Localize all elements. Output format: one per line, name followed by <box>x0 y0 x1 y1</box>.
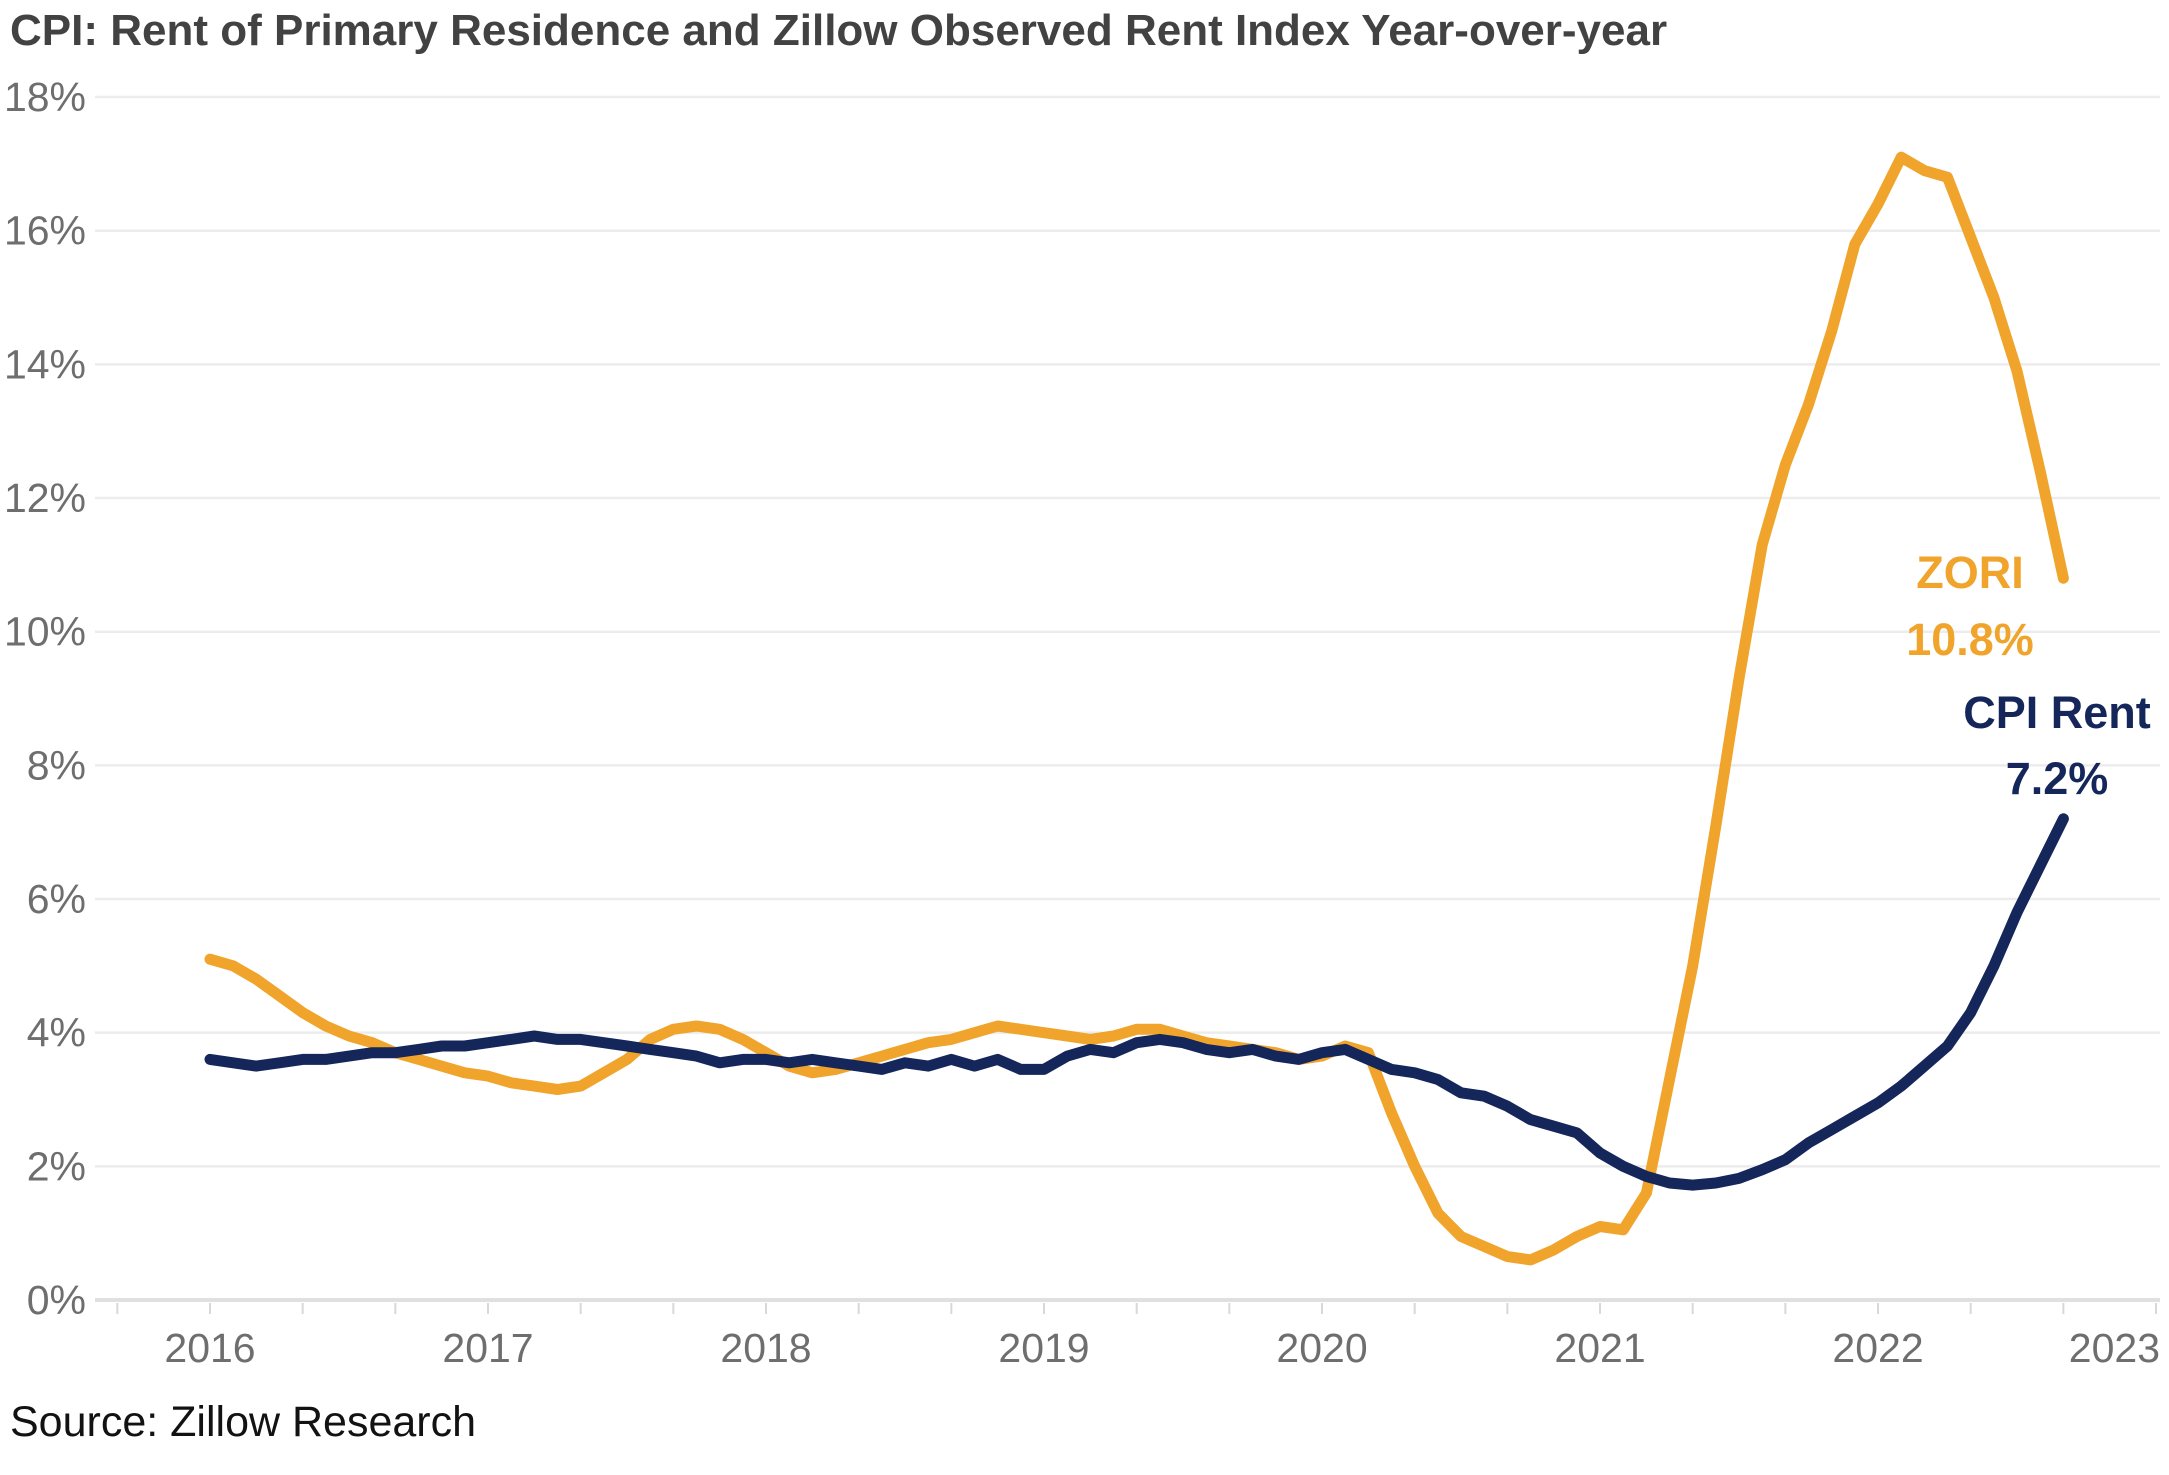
x-axis-label-2023: 2023 <box>2069 1325 2160 1371</box>
y-axis-label-10: 10% <box>4 609 86 655</box>
y-axis-label-16: 16% <box>4 208 86 254</box>
y-axis-label-14: 14% <box>4 341 86 387</box>
x-axis-label-2021: 2021 <box>1554 1325 1645 1371</box>
zori-annotation-label: ZORI <box>1916 547 2024 598</box>
cpi-rent-line <box>204 813 2069 1191</box>
zori-line <box>204 151 2069 1266</box>
zori-annotation-value: 10.8% <box>1906 614 2034 665</box>
y-axis-label-6: 6% <box>27 876 86 922</box>
source-attribution: Source: Zillow Research <box>10 1398 477 1446</box>
y-axis-label-8: 8% <box>27 742 86 788</box>
y-axis-label-4: 4% <box>27 1010 86 1056</box>
x-axis-label-2017: 2017 <box>442 1325 533 1371</box>
y-axis-labels: 0% 2% 4% 6% 8% 10% 12% 14% 16% 18% <box>4 74 86 1323</box>
x-axis-label-2020: 2020 <box>1276 1325 1367 1371</box>
y-axis-label-2: 2% <box>27 1143 86 1189</box>
y-axis-label-18: 18% <box>4 74 86 120</box>
y-axis-label-12: 12% <box>4 475 86 521</box>
cpi-rent-annotation-label: CPI Rent <box>1963 687 2151 738</box>
cpi-rent-annotation-value: 7.2% <box>2006 753 2109 804</box>
x-axis-labels: 2016 2017 2018 2019 2020 2021 2022 2023 <box>164 1325 2160 1371</box>
x-axis-ticks <box>116 1303 2158 1314</box>
x-axis-label-2022: 2022 <box>1832 1325 1923 1371</box>
y-axis-label-0: 0% <box>27 1277 86 1323</box>
chart-title: CPI: Rent of Primary Residence and Zillo… <box>10 6 1668 55</box>
x-axis-label-2016: 2016 <box>164 1325 255 1371</box>
series-annotations: ZORI 10.8% CPI Rent 7.2% <box>1906 547 2151 804</box>
x-axis-label-2018: 2018 <box>720 1325 811 1371</box>
x-axis-label-2019: 2019 <box>998 1325 1089 1371</box>
